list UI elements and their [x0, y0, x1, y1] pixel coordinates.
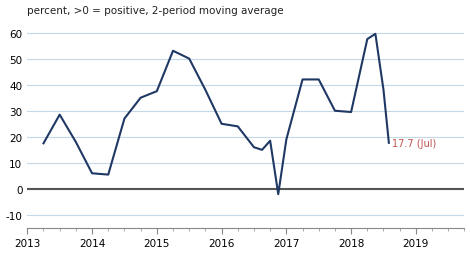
Text: 17.7 (Jul): 17.7 (Jul): [392, 138, 436, 148]
Text: percent, >0 = positive, 2-period moving average: percent, >0 = positive, 2-period moving …: [27, 6, 284, 15]
